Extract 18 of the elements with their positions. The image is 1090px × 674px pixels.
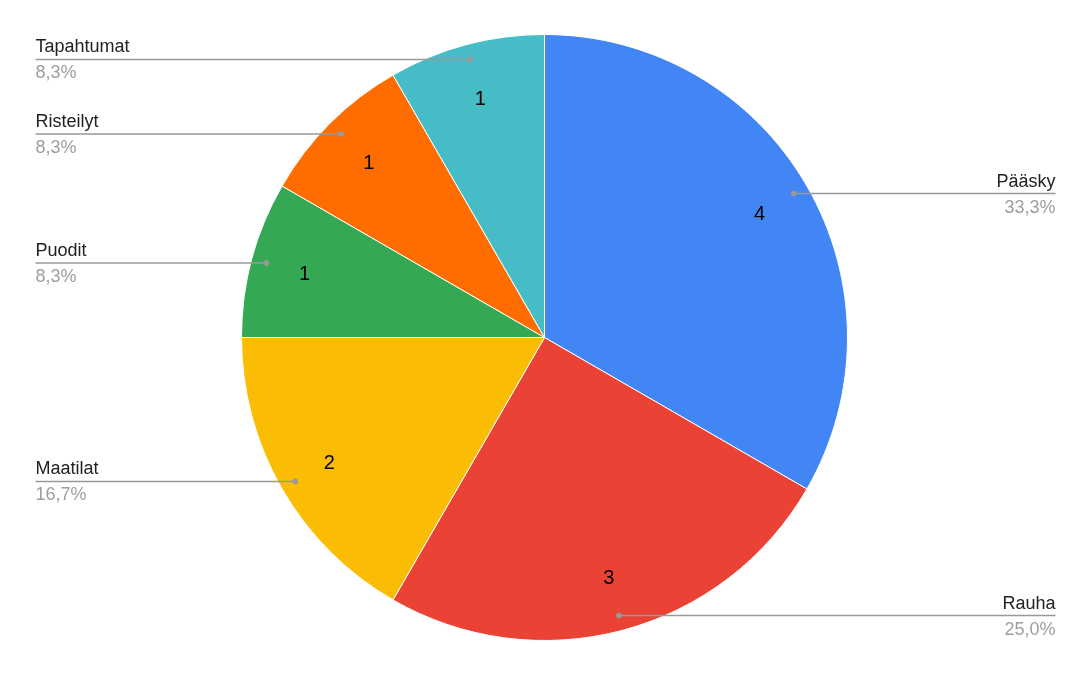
data-label: 4: [754, 202, 766, 225]
text: 8,3%: [35, 136, 77, 157]
data-label: 1: [298, 262, 311, 285]
data-label: 2: [323, 450, 335, 473]
text: 16,7%: [35, 484, 87, 505]
slice-label: Puodit: [35, 240, 87, 260]
slice-label: Rauha: [1002, 592, 1057, 613]
data-label: 1: [474, 86, 486, 109]
slice-label: Pääsky: [996, 170, 1056, 191]
text: 33,3%: [1004, 196, 1056, 217]
slice-label: Tapahtumat: [35, 36, 130, 57]
text: 8,3%: [35, 266, 77, 286]
text: 25,0%: [1004, 618, 1056, 639]
text: 8,3%: [35, 62, 77, 83]
data-label: 1: [363, 150, 375, 173]
slice-label: Maatilat: [35, 458, 99, 479]
data-label: 3: [603, 566, 615, 589]
slice-label: Risteilyt: [35, 110, 99, 131]
